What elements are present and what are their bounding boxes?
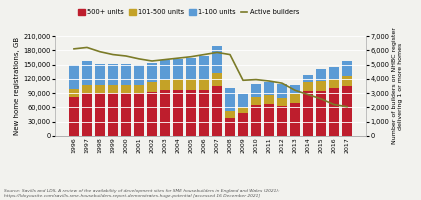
Bar bbox=[342, 86, 352, 136]
Bar bbox=[95, 64, 105, 85]
Bar bbox=[199, 90, 209, 136]
Bar bbox=[199, 79, 209, 90]
Bar bbox=[342, 76, 352, 86]
Bar bbox=[199, 56, 209, 79]
Bar bbox=[134, 65, 144, 85]
Bar bbox=[303, 82, 313, 91]
Bar bbox=[147, 92, 157, 136]
Bar bbox=[290, 103, 300, 136]
Bar bbox=[329, 88, 339, 136]
Bar bbox=[121, 64, 131, 85]
Bar bbox=[121, 93, 131, 136]
Bar bbox=[134, 93, 144, 136]
Bar bbox=[173, 90, 183, 136]
Bar bbox=[238, 94, 248, 107]
Bar bbox=[225, 88, 235, 111]
Bar bbox=[160, 60, 170, 80]
Bar bbox=[225, 118, 235, 136]
Bar bbox=[225, 111, 235, 118]
Bar bbox=[277, 84, 287, 98]
Bar bbox=[316, 69, 326, 81]
Bar bbox=[303, 91, 313, 136]
Bar bbox=[212, 73, 222, 86]
Bar bbox=[342, 61, 352, 76]
Bar bbox=[251, 84, 261, 97]
Bar bbox=[316, 81, 326, 91]
Bar bbox=[134, 85, 144, 93]
Bar bbox=[95, 93, 105, 136]
Bar bbox=[277, 98, 287, 106]
Bar bbox=[264, 104, 274, 136]
Bar bbox=[290, 85, 300, 94]
Text: Source: Savills and LDS, A review of the availability of development sites for S: Source: Savills and LDS, A review of the… bbox=[4, 189, 280, 198]
Bar bbox=[186, 90, 196, 136]
Bar bbox=[95, 85, 105, 93]
Bar bbox=[108, 64, 118, 85]
Bar bbox=[108, 85, 118, 93]
Bar bbox=[186, 58, 196, 79]
Bar bbox=[82, 61, 92, 85]
Bar bbox=[251, 97, 261, 105]
Y-axis label: New home registrations, GB: New home registrations, GB bbox=[14, 37, 20, 135]
Bar bbox=[238, 107, 248, 113]
Legend: 500+ units, 101-500 units, 1-100 units, Active builders: 500+ units, 101-500 units, 1-100 units, … bbox=[78, 9, 299, 15]
Bar bbox=[173, 59, 183, 79]
Bar bbox=[82, 93, 92, 136]
Bar bbox=[147, 82, 157, 92]
Bar bbox=[69, 89, 79, 97]
Bar bbox=[147, 63, 157, 82]
Bar bbox=[329, 79, 339, 88]
Bar bbox=[160, 80, 170, 90]
Bar bbox=[238, 113, 248, 136]
Bar bbox=[82, 85, 92, 93]
Bar bbox=[121, 85, 131, 93]
Y-axis label: Number of builders on NHBC register
delivering 1 or more homes: Number of builders on NHBC register deli… bbox=[392, 28, 403, 144]
Bar bbox=[212, 46, 222, 73]
Bar bbox=[108, 93, 118, 136]
Bar bbox=[173, 79, 183, 90]
Bar bbox=[251, 105, 261, 136]
Bar bbox=[264, 95, 274, 104]
Bar bbox=[303, 75, 313, 82]
Bar bbox=[69, 65, 79, 89]
Bar bbox=[186, 79, 196, 90]
Bar bbox=[329, 67, 339, 79]
Bar bbox=[290, 94, 300, 103]
Bar bbox=[264, 82, 274, 95]
Bar bbox=[212, 86, 222, 136]
Bar bbox=[69, 97, 79, 136]
Bar bbox=[277, 106, 287, 136]
Bar bbox=[316, 91, 326, 136]
Bar bbox=[160, 90, 170, 136]
